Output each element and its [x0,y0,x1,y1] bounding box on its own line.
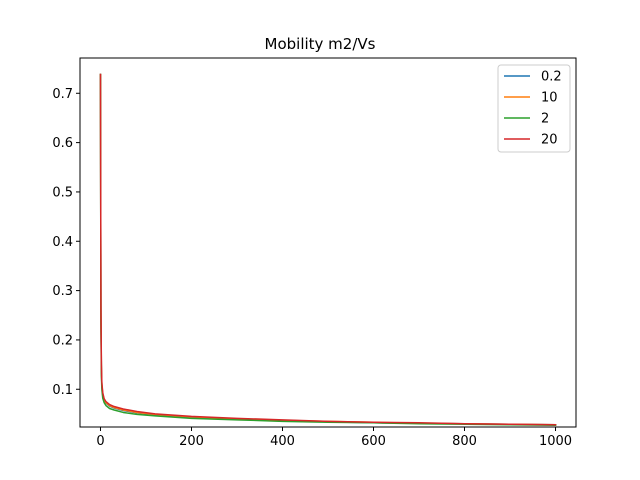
legend-box [497,64,571,153]
legend-label-0: 0.2 [541,70,562,85]
y-tick-label-0: 0.1 [52,383,73,398]
x-tick-label-5: 1000 [539,434,572,449]
y-tick-label-5: 0.6 [52,136,73,151]
legend-label-3: 20 [541,133,558,148]
x-tick-label-4: 800 [452,434,477,449]
legend-label-2: 2 [541,112,549,127]
legend-label-1: 10 [541,91,558,106]
x-tick-label-2: 400 [270,434,295,449]
legend: 0.2 10 2 20 [497,64,571,153]
series-layer [99,73,557,427]
plot-frame [79,57,577,428]
series-line-3 [99,73,557,426]
x-tick-label-3: 600 [361,434,386,449]
y-tick-label-3: 0.4 [52,235,73,250]
axes-layer: 0 200 400 600 800 1000 0.1 0.2 0.3 0.4 0.5 0.6 0.7 [52,57,577,449]
y-tick-label-4: 0.5 [52,185,73,200]
y-tick-label-6: 0.7 [52,87,73,102]
y-tick-label-2: 0.3 [52,284,73,299]
x-tick-label-1: 200 [179,434,204,449]
chart-title: Mobility m2/Vs [265,35,376,53]
x-tick-label-0: 0 [96,434,104,449]
y-tick-label-1: 0.2 [52,333,73,348]
